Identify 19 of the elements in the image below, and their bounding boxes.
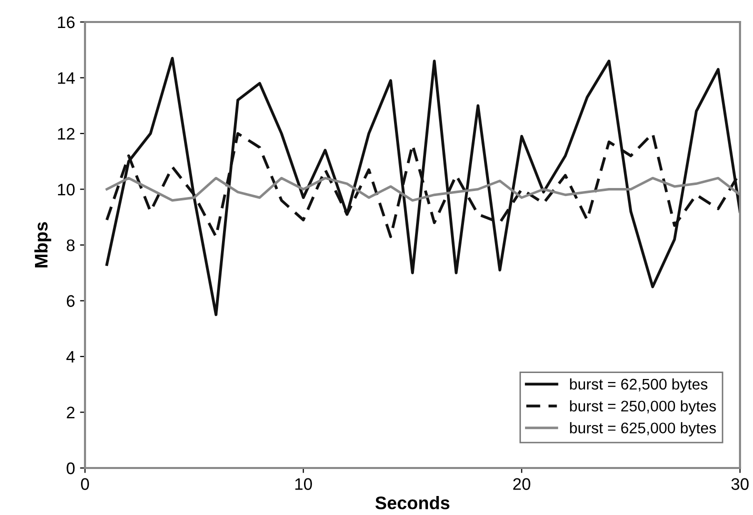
y-tick-label: 0 [66, 462, 75, 474]
x-tick-label: 10 [295, 478, 312, 490]
y-tick-label: 12 [58, 128, 74, 140]
y-tick-label: 4 [66, 351, 75, 363]
x-tick-label: 30 [731, 478, 749, 490]
y-axis-title: Mbps [34, 222, 52, 268]
legend-label: burst = 250,000 bytes [570, 400, 716, 415]
y-tick-label: 2 [66, 406, 74, 418]
line-series [105, 56, 740, 316]
y-tick-label: 6 [66, 295, 75, 307]
y-tick-label: 8 [66, 239, 75, 252]
legend-label: burst = 62,500 bytes [570, 378, 708, 393]
y-tick-label: 10 [58, 184, 75, 196]
y-tick-label: 14 [58, 72, 75, 84]
x-tick-label: 0 [81, 478, 89, 490]
x-tick-label: 20 [513, 478, 530, 490]
legend-label: burst = 625,000 bytes [570, 422, 716, 436]
x-axis-title: Seconds [375, 496, 450, 510]
y-tick-label: 16 [58, 16, 75, 28]
